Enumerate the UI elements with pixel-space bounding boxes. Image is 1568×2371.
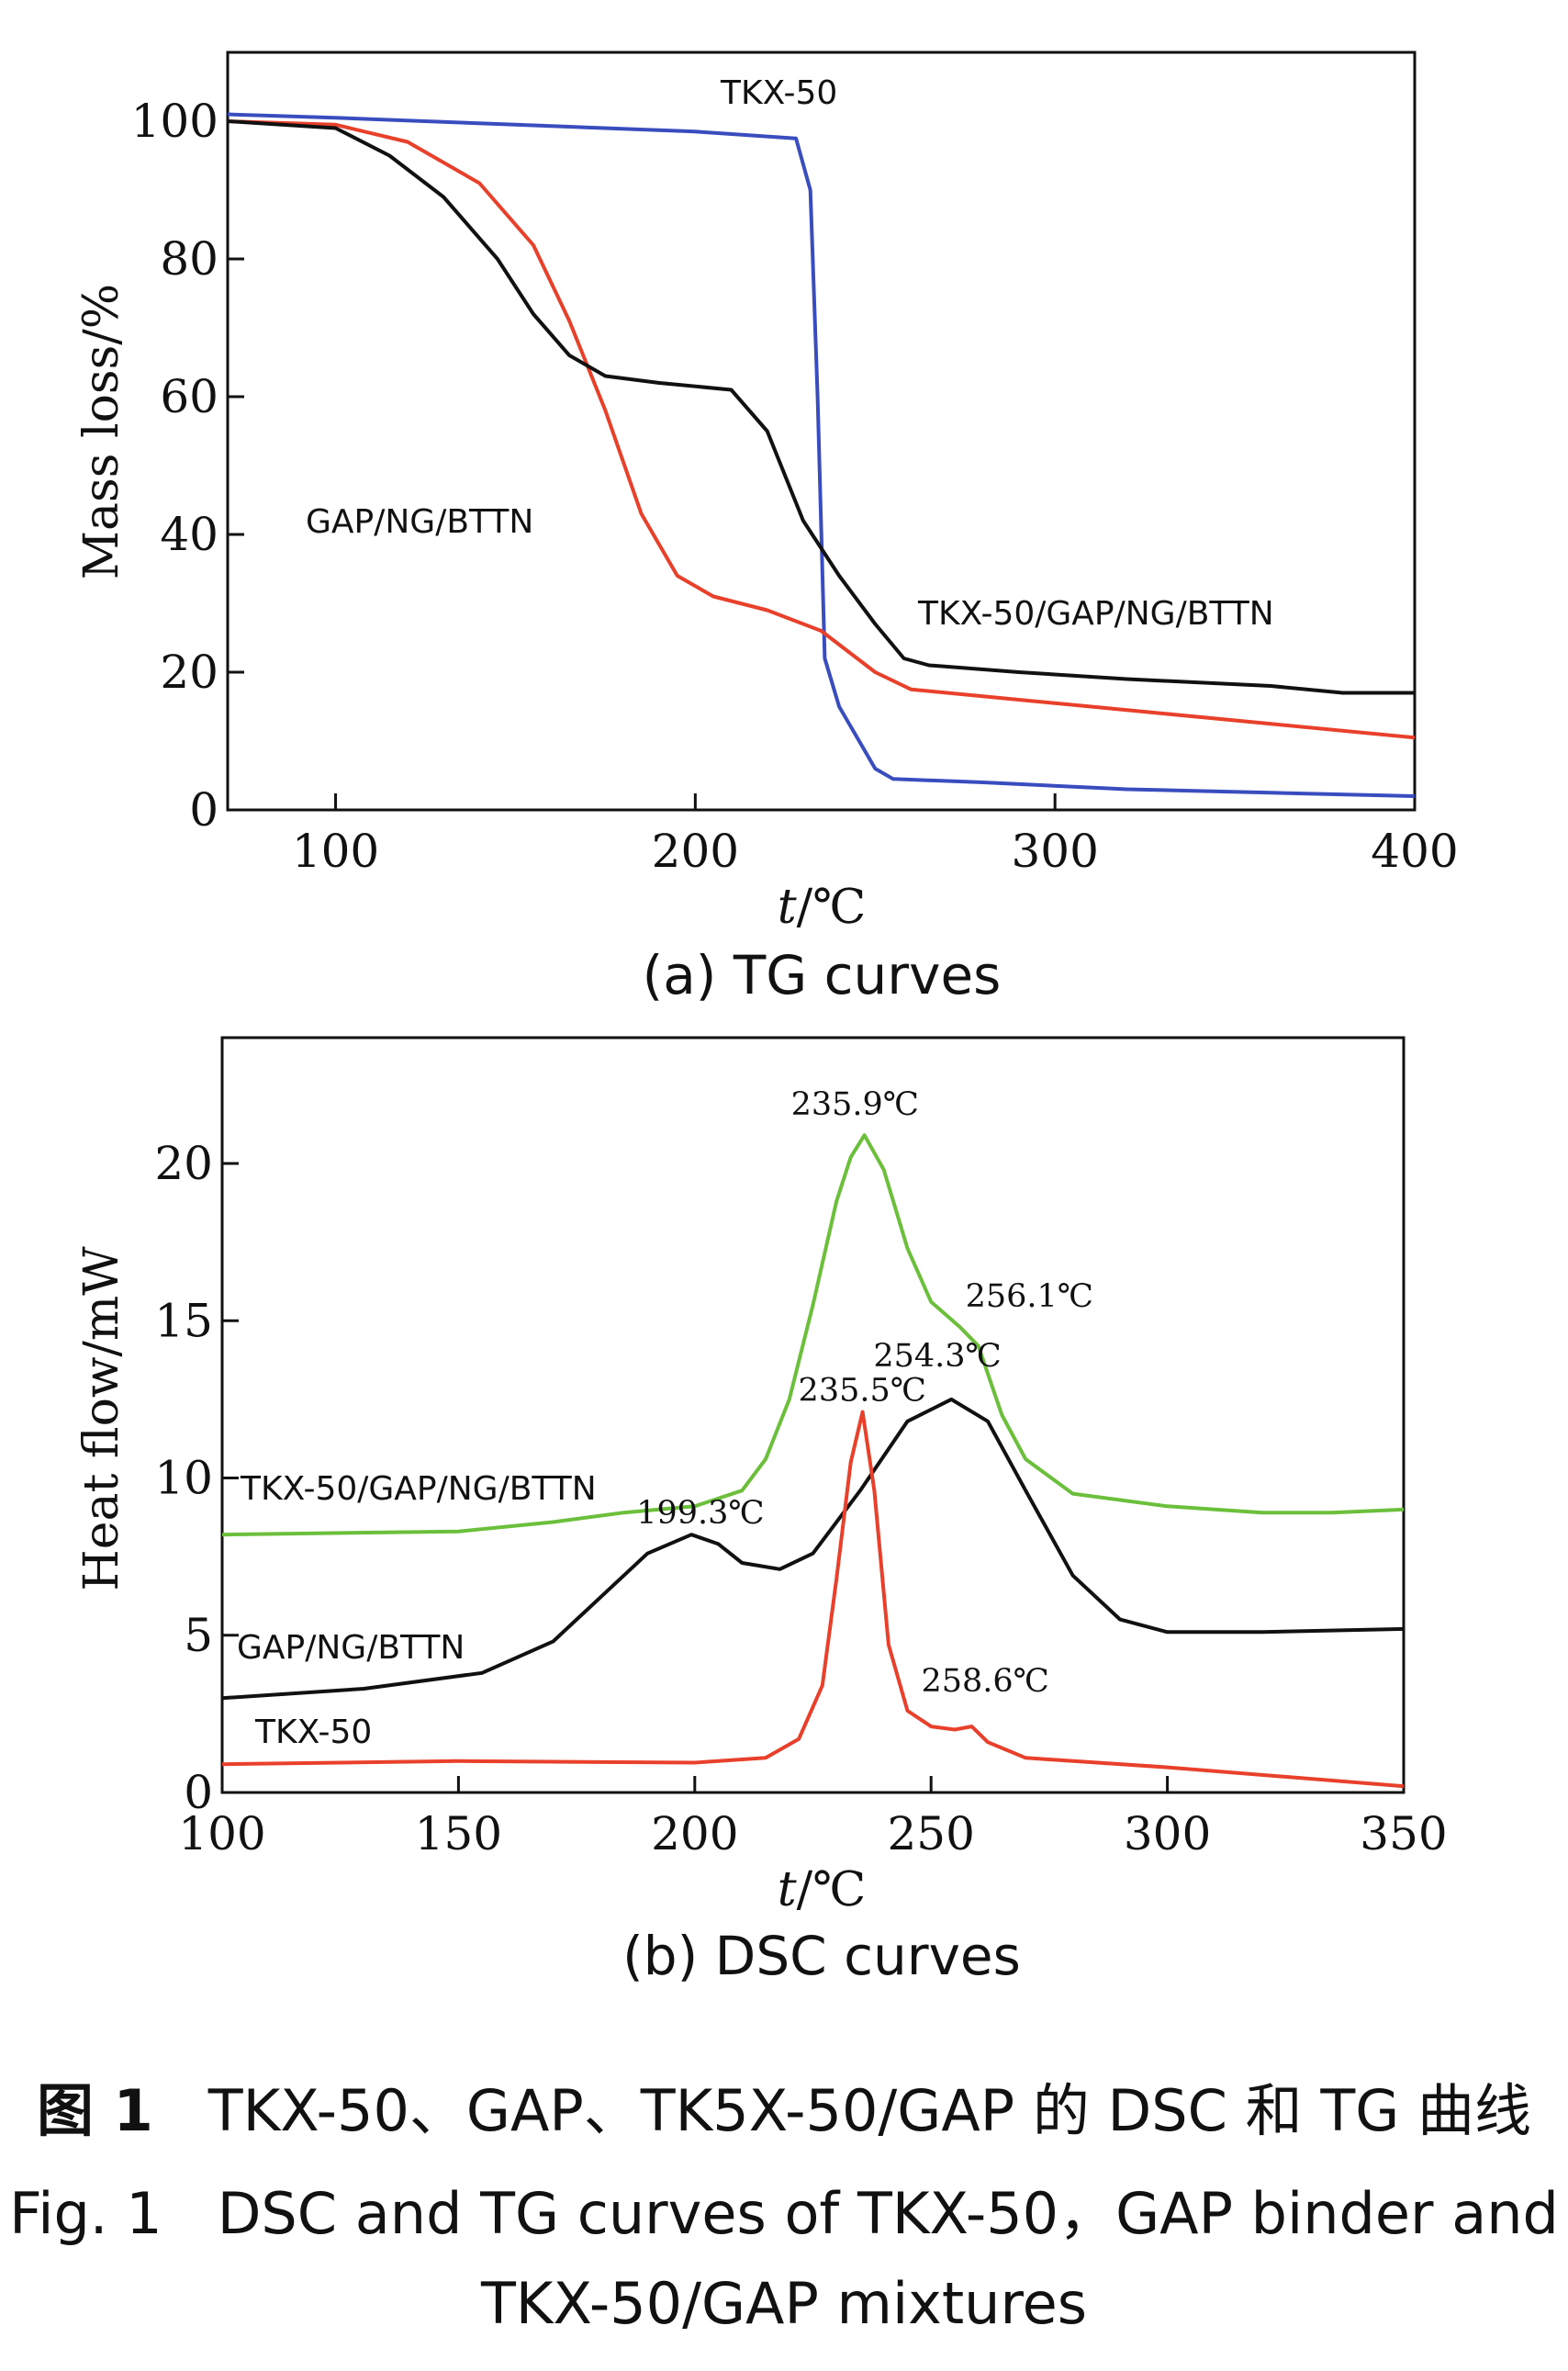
tg-label-gap-ng-bttn: GAP/NG/BTTN bbox=[306, 503, 533, 541]
tg-y-tick-label: 80 bbox=[160, 232, 218, 286]
dsc-x-tick-label: 100 bbox=[178, 1807, 265, 1860]
figure-caption-en-label: Fig. 1 bbox=[9, 2180, 162, 2247]
dsc-x-tick-label: 300 bbox=[1124, 1807, 1211, 1860]
tg-x-tick-label: 100 bbox=[292, 825, 379, 878]
figure-caption-en-line2: TKX-50/GAP mixtures bbox=[0, 2270, 1568, 2337]
figure-caption-cn: 图 1 TKX-50、GAP、TK5X-50/GAP 的 DSC 和 TG 曲线 bbox=[0, 2064, 1568, 2147]
tg-series-group bbox=[227, 112, 1416, 798]
tg-x-axis-title: t/℃ bbox=[778, 880, 867, 935]
dsc-x-axis-var: t bbox=[778, 1862, 797, 1917]
dsc-subcaption: (b) DSC curves bbox=[622, 1925, 1021, 1987]
dsc-series-line-tkx-50-gap-ng-bttn bbox=[221, 1133, 1405, 1537]
dsc-axis-ticks: 100 150 200 250 300 350 0 5 10 15 20 bbox=[154, 1137, 1447, 1860]
dsc-peak-label: 235.9℃ bbox=[791, 1086, 919, 1123]
tg-x-tick-label: 300 bbox=[1011, 825, 1098, 878]
dsc-series-line-gap-ng-bttn bbox=[221, 1397, 1405, 1701]
dsc-x-tick-label: 150 bbox=[415, 1807, 502, 1860]
figure-caption-en-text-1: DSC and TG curves of TKX-50，GAP binder a… bbox=[217, 2180, 1559, 2247]
dsc-y-tick-label: 10 bbox=[154, 1452, 213, 1505]
tg-subcaption: (a) TG curves bbox=[643, 944, 1002, 1006]
dsc-label-tkx50: TKX-50 bbox=[254, 1714, 372, 1751]
dsc-y-tick-label: 15 bbox=[154, 1294, 213, 1347]
tg-x-axis-unit: /℃ bbox=[797, 880, 867, 935]
dsc-peak-label: 199.3℃ bbox=[636, 1495, 764, 1532]
dsc-x-tick-label: 350 bbox=[1360, 1807, 1447, 1860]
tg-y-tick-label: 60 bbox=[160, 370, 218, 423]
dsc-series-line-tkx-50 bbox=[221, 1410, 1405, 1789]
dsc-series-group bbox=[221, 1133, 1405, 1789]
tg-series-line-tkx-50 bbox=[227, 112, 1416, 798]
dsc-x-tick-label: 200 bbox=[651, 1807, 738, 1860]
tg-x-axis-var: t bbox=[778, 880, 797, 935]
dsc-peak-label: 256.1℃ bbox=[966, 1278, 1093, 1315]
dsc-peak-label: 235.5℃ bbox=[799, 1373, 926, 1410]
figure-caption-cn-text: TKX-50、GAP、TK5X-50/GAP 的 DSC 和 TG 曲线 bbox=[207, 2077, 1531, 2144]
dsc-x-tick-label: 250 bbox=[887, 1807, 974, 1860]
dsc-label-gap-ng-bttn: GAP/NG/BTTN bbox=[237, 1629, 465, 1667]
tg-series-line-gap-ng-bttn bbox=[227, 119, 1416, 740]
tg-x-tick-label: 400 bbox=[1371, 825, 1458, 878]
dsc-x-axis-title: t/℃ bbox=[778, 1862, 867, 1917]
dsc-y-tick-label: 5 bbox=[184, 1609, 213, 1662]
dsc-x-axis-unit: /℃ bbox=[797, 1862, 867, 1917]
dsc-plot-frame bbox=[220, 1036, 1406, 1794]
tg-label-tkx50-gap-ng-bttn: TKX-50/GAP/NG/BTTN bbox=[917, 595, 1274, 633]
figure-caption-cn-label: 图 1 bbox=[37, 2077, 153, 2144]
tg-y-tick-label: 20 bbox=[160, 646, 218, 699]
dsc-label-tkx50-gap-ng-bttn: TKX-50/GAP/NG/BTTN bbox=[240, 1470, 597, 1508]
dsc-peak-label: 258.6℃ bbox=[921, 1663, 1048, 1700]
tg-y-tick-label: 40 bbox=[160, 508, 218, 561]
tg-y-axis-title: Mass loss/% bbox=[74, 284, 129, 579]
tg-y-tick-label: 0 bbox=[189, 783, 218, 837]
tg-label-tkx50: TKX-50 bbox=[720, 74, 837, 112]
dsc-y-tick-label: 20 bbox=[154, 1137, 213, 1190]
dsc-peak-label: 254.3℃ bbox=[873, 1338, 1001, 1375]
dsc-panel: 100 150 200 250 300 350 0 5 10 15 20 TKX-50/GAP/NG… bbox=[74, 1036, 1448, 1987]
figure-caption-en-line1: Fig. 1 DSC and TG curves of TKX-50，GAP bi… bbox=[0, 2167, 1568, 2250]
tg-x-tick-label: 200 bbox=[652, 825, 739, 878]
figure-caption-en-text-2: TKX-50/GAP mixtures bbox=[480, 2270, 1088, 2337]
dsc-y-tick-label: 0 bbox=[184, 1766, 213, 1819]
tg-axis-ticks: 100 200 300 400 0 20 40 60 80 100 bbox=[131, 95, 1459, 878]
tg-series-line-tkx-50-gap-ng-bttn bbox=[227, 119, 1415, 695]
tg-panel: 100 200 300 400 0 20 40 60 80 100 TKX-50 GAP/NG/B… bbox=[74, 51, 1459, 1006]
tg-y-tick-label: 100 bbox=[131, 95, 218, 148]
tg-plot-frame bbox=[226, 51, 1417, 812]
dsc-y-axis-title: Heat flow/mW bbox=[74, 1246, 129, 1591]
